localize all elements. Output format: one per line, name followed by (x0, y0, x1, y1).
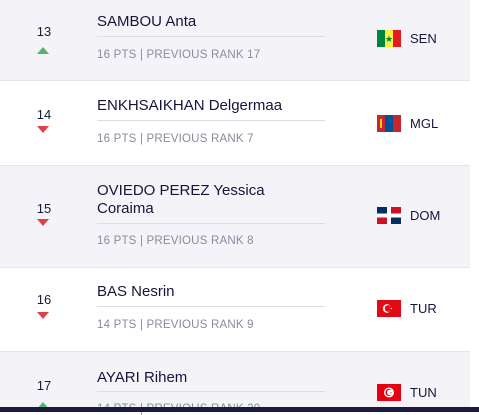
athlete-name[interactable]: ENKHSAIKHAN Delgermaa (97, 97, 283, 114)
rank-number: 15 (36, 201, 52, 216)
rank-up-icon (37, 402, 49, 409)
rank-number: 13 (36, 24, 52, 39)
country-code: SEN (410, 31, 437, 46)
rank-number: 16 (36, 292, 52, 307)
athlete-name[interactable]: AYARI Rihem (97, 369, 188, 386)
country: MGL (377, 115, 438, 132)
ranking-row[interactable]: 17 AYARI Rihem 14 PTS | PREVIOUS RANK 20… (0, 352, 470, 415)
country: TUN (377, 384, 437, 401)
rank-down-icon (37, 126, 49, 133)
ranking-row[interactable]: 13 SAMBOU Anta 16 PTS | PREVIOUS RANK 17… (0, 0, 470, 81)
divider (97, 223, 325, 224)
points-previous-rank: 14 PTS | PREVIOUS RANK 9 (97, 319, 254, 331)
country-code: TUR (410, 301, 437, 316)
mongolia-flag-icon (377, 115, 401, 132)
athlete-name[interactable]: OVIEDO PEREZ Yessica Coraima (97, 182, 265, 217)
ranking-row[interactable]: 15 OVIEDO PEREZ Yessica Coraima 16 PTS |… (0, 166, 470, 268)
ranking-row[interactable]: 16 BAS Nesrin 14 PTS | PREVIOUS RANK 9 T… (0, 268, 470, 352)
rank-number: 17 (36, 378, 52, 393)
points-previous-rank: 16 PTS | PREVIOUS RANK 7 (97, 133, 254, 145)
bottom-bar (0, 407, 479, 412)
divider (97, 120, 325, 121)
rank-down-icon (37, 219, 49, 226)
scrollbar[interactable] (470, 0, 479, 412)
divider (97, 36, 325, 37)
points-previous-rank: 16 PTS | PREVIOUS RANK 8 (97, 235, 254, 247)
rank-down-icon (37, 312, 49, 319)
turkey-flag-icon (377, 300, 401, 317)
country-code: DOM (410, 208, 441, 223)
country-code: TUN (410, 385, 437, 400)
rank-number: 14 (36, 107, 52, 122)
country-code: MGL (410, 116, 439, 131)
athlete-name[interactable]: BAS Nesrin (97, 283, 175, 300)
rank-up-icon (37, 47, 49, 54)
country: TUR (377, 300, 437, 317)
dominican-republic-flag-icon (377, 207, 401, 224)
tunisia-flag-icon (377, 384, 401, 401)
divider (97, 306, 325, 307)
country: SEN (377, 30, 437, 47)
country: DOM (377, 207, 440, 224)
points-previous-rank: 16 PTS | PREVIOUS RANK 17 (97, 49, 261, 61)
ranking-row[interactable]: 14 ENKHSAIKHAN Delgermaa 16 PTS | PREVIO… (0, 81, 470, 166)
divider (97, 391, 325, 392)
athlete-name[interactable]: SAMBOU Anta (97, 13, 197, 30)
senegal-flag-icon (377, 30, 401, 47)
